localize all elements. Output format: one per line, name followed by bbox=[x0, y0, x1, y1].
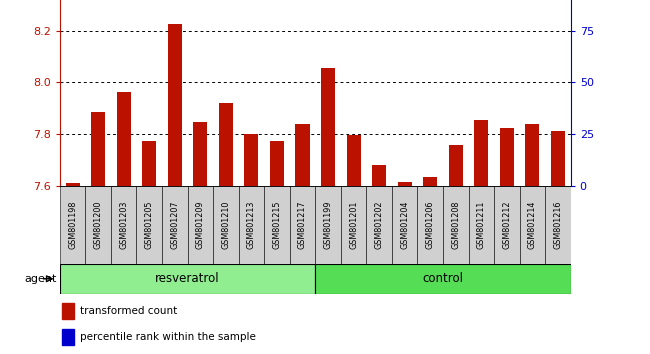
Bar bbox=[551, 131, 565, 186]
Text: GSM801207: GSM801207 bbox=[170, 200, 179, 249]
Text: GSM801198: GSM801198 bbox=[68, 201, 77, 249]
Text: agent: agent bbox=[24, 274, 57, 284]
Bar bbox=[239, 186, 264, 264]
Bar bbox=[270, 141, 284, 186]
Bar bbox=[290, 186, 315, 264]
Text: GSM801208: GSM801208 bbox=[451, 201, 460, 249]
Bar bbox=[142, 141, 156, 186]
Bar bbox=[500, 127, 514, 186]
Bar bbox=[136, 186, 162, 264]
Bar bbox=[423, 177, 437, 186]
Bar bbox=[469, 186, 494, 264]
Text: GSM801206: GSM801206 bbox=[426, 201, 435, 249]
Bar bbox=[62, 303, 73, 319]
Bar bbox=[372, 165, 386, 186]
Text: percentile rank within the sample: percentile rank within the sample bbox=[80, 332, 255, 342]
Bar bbox=[367, 186, 392, 264]
Text: GSM801213: GSM801213 bbox=[247, 201, 256, 249]
Bar bbox=[296, 124, 309, 186]
Bar bbox=[519, 186, 545, 264]
Bar bbox=[111, 186, 136, 264]
Text: GSM801204: GSM801204 bbox=[400, 201, 409, 249]
Bar bbox=[448, 145, 463, 186]
Bar bbox=[494, 186, 519, 264]
Text: GSM801210: GSM801210 bbox=[222, 201, 230, 249]
Bar bbox=[545, 186, 571, 264]
Bar bbox=[315, 264, 571, 294]
Text: GSM801199: GSM801199 bbox=[324, 200, 333, 249]
Bar bbox=[116, 92, 131, 186]
Text: GSM801211: GSM801211 bbox=[477, 201, 486, 249]
Bar bbox=[264, 186, 290, 264]
Bar bbox=[162, 186, 187, 264]
Bar bbox=[244, 134, 259, 186]
Bar bbox=[60, 264, 315, 294]
Text: GSM801212: GSM801212 bbox=[502, 200, 512, 249]
Text: control: control bbox=[422, 272, 463, 285]
Text: GSM801214: GSM801214 bbox=[528, 201, 537, 249]
Text: GSM801216: GSM801216 bbox=[553, 201, 562, 249]
Text: GSM801202: GSM801202 bbox=[374, 200, 384, 249]
Bar bbox=[219, 103, 233, 186]
Bar bbox=[392, 186, 417, 264]
Bar bbox=[60, 186, 85, 264]
Bar bbox=[321, 68, 335, 186]
Text: GSM801203: GSM801203 bbox=[119, 201, 128, 249]
Text: transformed count: transformed count bbox=[80, 306, 177, 316]
Bar bbox=[168, 24, 182, 186]
Bar bbox=[91, 112, 105, 186]
Bar bbox=[474, 120, 488, 186]
Text: GSM801200: GSM801200 bbox=[94, 201, 103, 249]
Bar bbox=[525, 124, 540, 186]
Bar bbox=[213, 186, 239, 264]
Bar bbox=[85, 186, 111, 264]
Bar bbox=[62, 329, 73, 345]
Bar bbox=[188, 186, 213, 264]
Text: resveratrol: resveratrol bbox=[155, 272, 220, 285]
Text: GSM801201: GSM801201 bbox=[349, 201, 358, 249]
Bar bbox=[315, 186, 341, 264]
Text: GSM801209: GSM801209 bbox=[196, 200, 205, 249]
Bar bbox=[193, 122, 207, 186]
Text: GSM801217: GSM801217 bbox=[298, 200, 307, 249]
Text: GSM801215: GSM801215 bbox=[272, 200, 281, 249]
Bar bbox=[443, 186, 469, 264]
Bar bbox=[417, 186, 443, 264]
Bar bbox=[398, 182, 411, 186]
Bar bbox=[66, 183, 79, 186]
Bar bbox=[341, 186, 367, 264]
Bar bbox=[346, 135, 361, 186]
Text: GSM801205: GSM801205 bbox=[145, 200, 153, 249]
